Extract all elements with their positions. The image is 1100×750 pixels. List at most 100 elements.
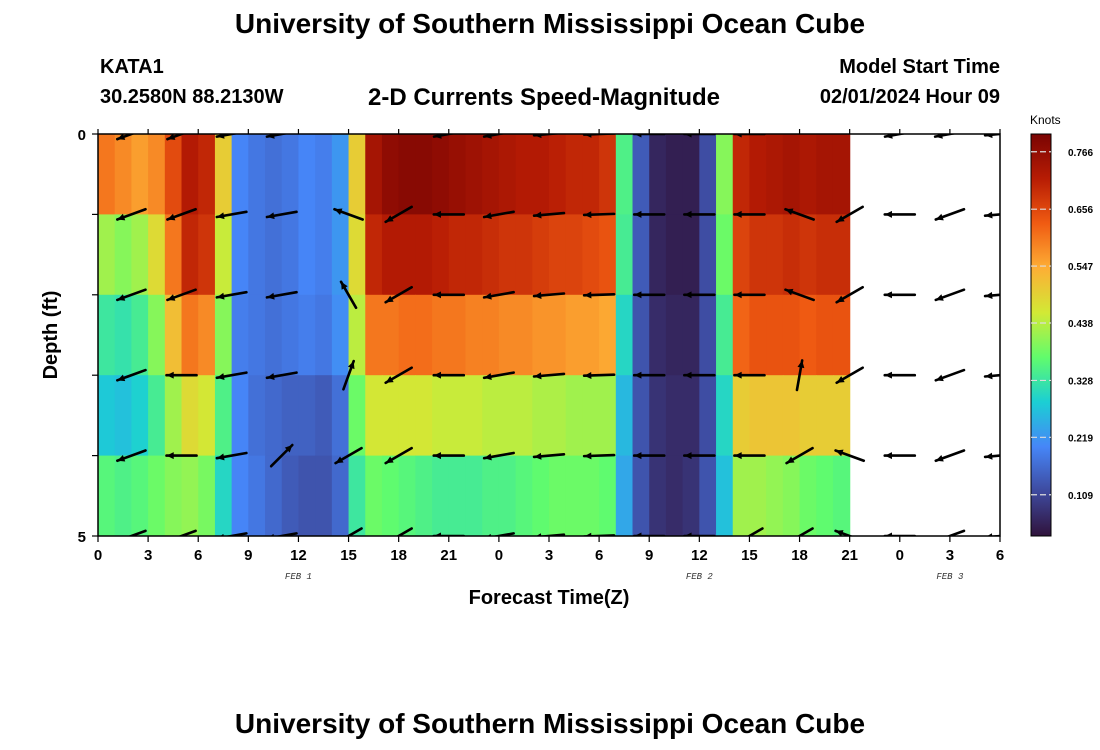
heatmap-cell xyxy=(98,294,116,376)
arrow-head xyxy=(284,444,293,453)
heatmap-cell xyxy=(532,375,550,456)
heatmap-cell xyxy=(665,375,684,456)
x-tick-label: 21 xyxy=(841,547,858,564)
current-vector-arrow xyxy=(215,134,240,139)
heatmap-cell xyxy=(298,455,316,536)
heatmap-cell xyxy=(231,375,249,456)
heatmap-cell xyxy=(198,134,216,215)
heatmap-cell xyxy=(699,134,717,215)
heatmap-cell xyxy=(782,455,801,536)
heatmap-cell xyxy=(532,214,550,296)
current-vector-arrow xyxy=(582,211,616,219)
heatmap-cell xyxy=(649,214,667,296)
heatmap-cell xyxy=(131,294,149,376)
heatmap-cell xyxy=(315,455,333,536)
current-vector-arrow xyxy=(482,210,515,220)
arrow-head xyxy=(634,532,642,536)
arrow-head xyxy=(347,361,355,370)
heatmap-cell xyxy=(131,214,149,296)
current-vector-arrow xyxy=(835,366,864,385)
heatmap-cell xyxy=(649,294,667,376)
current-vector-arrow xyxy=(733,291,766,299)
heatmap-cell xyxy=(632,455,650,536)
current-vector-arrow xyxy=(432,134,457,139)
current-vector-arrow xyxy=(683,210,716,218)
heatmap-cell xyxy=(565,134,584,215)
arrow-head xyxy=(935,134,943,139)
colorbar-tick-label: 0.547 xyxy=(1068,262,1093,273)
arrow-head xyxy=(216,212,225,220)
current-vector-arrow xyxy=(835,205,864,224)
heatmap-cell xyxy=(114,294,133,376)
heatmap-cell xyxy=(816,134,834,215)
arrow-shaft xyxy=(746,527,764,536)
heatmap-cell xyxy=(98,214,116,296)
x-tick-label: 18 xyxy=(390,547,407,564)
heatmap-cell xyxy=(515,375,533,456)
arrow-head xyxy=(684,210,692,218)
heatmap-cell xyxy=(766,214,784,296)
current-vector-arrow xyxy=(934,207,966,221)
x-tick-label: 15 xyxy=(340,547,357,564)
colorbar-tick-label: 0.109 xyxy=(1068,491,1093,502)
heatmap-cell xyxy=(98,455,116,536)
heatmap-cell xyxy=(549,214,567,296)
current-vector-arrow xyxy=(934,368,966,382)
heatmap-cell xyxy=(448,294,467,376)
heatmap-cell xyxy=(114,134,133,215)
heatmap-cell xyxy=(782,134,801,215)
arrow-head xyxy=(836,376,845,383)
arrow-head xyxy=(835,449,844,457)
heatmap-cell xyxy=(766,375,784,456)
arrow-head xyxy=(216,292,225,300)
heatmap-cell xyxy=(565,375,584,456)
current-vector-arrow xyxy=(983,452,1000,460)
heatmap-cell xyxy=(164,455,183,536)
heatmap-cell xyxy=(415,455,433,536)
heatmap-cell xyxy=(248,214,266,296)
arrow-head xyxy=(386,537,394,544)
current-vector-arrow xyxy=(386,527,413,544)
current-vector-arrow xyxy=(834,529,854,536)
x-tick-label: 0 xyxy=(94,547,102,564)
heatmap-cell xyxy=(448,455,467,536)
current-vector-arrow xyxy=(482,371,515,380)
heatmap-cell xyxy=(749,455,767,536)
colorbar-tick-label: 0.438 xyxy=(1068,319,1093,330)
arrow-head xyxy=(433,291,441,299)
current-vector-arrow xyxy=(983,134,1000,139)
heatmap-cell xyxy=(799,294,817,376)
arrow-head xyxy=(266,373,275,380)
arrow-head xyxy=(385,295,394,303)
arrow-head xyxy=(484,134,492,139)
arrow-head xyxy=(385,376,394,383)
current-vector-arrow xyxy=(269,443,294,468)
arrow-head xyxy=(584,371,592,379)
heatmap-cell xyxy=(732,134,751,215)
heatmap-cell xyxy=(398,455,416,536)
arrow-shaft xyxy=(491,532,515,536)
heatmap-cell xyxy=(716,455,734,536)
heatmap-cell xyxy=(632,134,650,215)
heatmap-cell xyxy=(549,294,567,376)
heatmap-cell xyxy=(699,375,717,456)
arrow-head xyxy=(334,208,343,216)
current-vector-arrow xyxy=(482,134,507,139)
colorbar-tick-label: 0.328 xyxy=(1068,376,1093,387)
current-vector-arrow xyxy=(339,280,358,310)
heatmap-cell xyxy=(265,214,283,296)
heatmap-cell xyxy=(799,214,817,296)
heatmap-cell xyxy=(365,294,383,376)
arrow-head xyxy=(216,453,225,461)
heatmap-cell xyxy=(716,214,734,296)
current-vector-arrow xyxy=(116,368,147,382)
arrow-shaft xyxy=(946,529,966,536)
colorbar: Knots 0.109 0.219 0.328 0.438 0.547 0.656 0.76… xyxy=(1030,113,1093,537)
heatmap-cell xyxy=(632,214,650,296)
current-vector-arrow xyxy=(345,527,363,536)
arrow-head xyxy=(385,456,394,464)
current-vector-arrow xyxy=(746,527,764,536)
heatmap-cell xyxy=(582,375,600,456)
current-vector-arrow xyxy=(265,371,298,380)
arrow-head xyxy=(335,456,344,464)
